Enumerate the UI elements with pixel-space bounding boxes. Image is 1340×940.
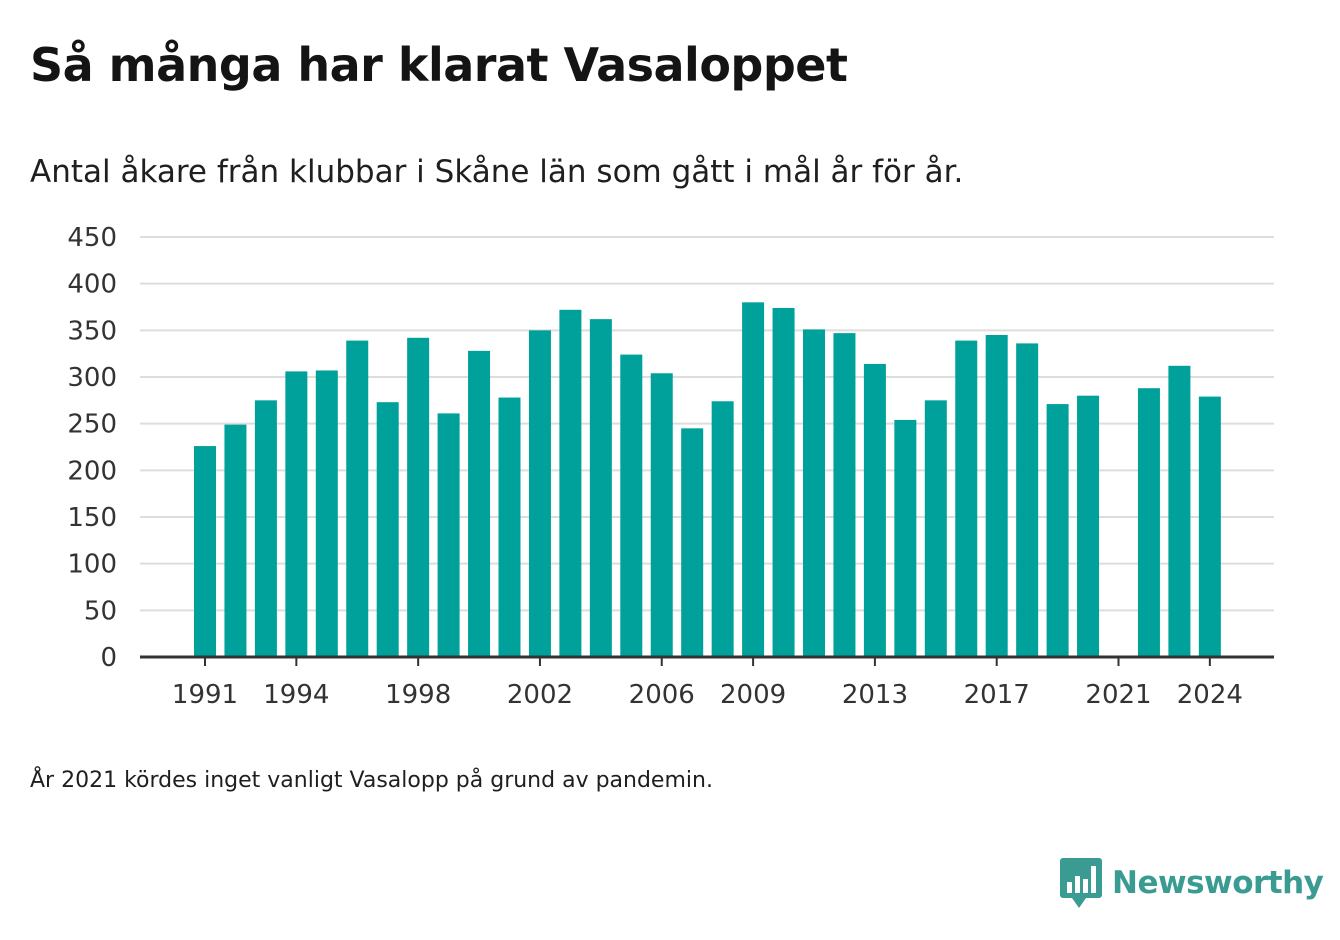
bar-1992 bbox=[224, 424, 247, 657]
bar-2000 bbox=[468, 350, 491, 657]
bar-2024 bbox=[1198, 396, 1221, 657]
bars bbox=[194, 302, 1221, 657]
chart-subtitle: Antal åkare från klubbar i Skåne län som… bbox=[30, 154, 964, 190]
x-tick-label: 1994 bbox=[263, 680, 329, 710]
axes: 0 50 100 150 200 250 300 350 400 450 1991 1994 1998 2… bbox=[67, 223, 1274, 710]
bar-1995 bbox=[315, 370, 338, 657]
bar-2015 bbox=[924, 400, 947, 657]
bar-2012 bbox=[833, 333, 856, 657]
bar-2019 bbox=[1046, 404, 1069, 657]
bar-2014 bbox=[894, 419, 917, 657]
x-tick-label: 2009 bbox=[720, 680, 786, 710]
bar-2016 bbox=[955, 340, 978, 657]
x-tick-label: 1998 bbox=[385, 680, 451, 710]
x-tick-label: 1991 bbox=[172, 680, 238, 710]
bar-2009 bbox=[742, 302, 765, 657]
brand-name: Newsworthy bbox=[1112, 865, 1324, 901]
y-tick-label: 250 bbox=[67, 410, 117, 440]
x-tick-label: 2021 bbox=[1085, 680, 1151, 710]
y-tick-label: 400 bbox=[67, 270, 117, 300]
y-tick-label: 100 bbox=[67, 550, 117, 580]
bar-2006 bbox=[650, 373, 673, 657]
bar-2010 bbox=[772, 307, 795, 657]
brand-logo: Newsworthy bbox=[1060, 858, 1324, 908]
bar-2007 bbox=[681, 428, 704, 657]
y-tick-label: 350 bbox=[67, 316, 117, 346]
chart-title: Så många har klarat Vasaloppet bbox=[30, 38, 848, 92]
y-tick-label: 150 bbox=[67, 503, 117, 533]
bar-2018 bbox=[1016, 343, 1039, 657]
x-tick-label: 2017 bbox=[964, 680, 1030, 710]
x-tick-label: 2024 bbox=[1177, 680, 1243, 710]
y-tick-label: 0 bbox=[100, 643, 117, 673]
y-tick-label: 300 bbox=[67, 363, 117, 393]
bar-2013 bbox=[863, 363, 886, 657]
bar-chart: 0 50 100 150 200 250 300 350 400 450 1991 1994 1998 2… bbox=[67, 223, 1274, 710]
x-tick-label: 2002 bbox=[507, 680, 573, 710]
bar-1991 bbox=[194, 446, 216, 657]
bar-2011 bbox=[803, 329, 825, 657]
bar-2020 bbox=[1077, 395, 1100, 657]
x-tick-label: 2006 bbox=[629, 680, 695, 710]
bar-2008 bbox=[711, 401, 734, 657]
bar-2023 bbox=[1168, 365, 1191, 657]
bar-2022 bbox=[1137, 388, 1160, 657]
bar-chart-speech-bubble-icon bbox=[1060, 858, 1102, 908]
gridlines bbox=[140, 236, 1274, 612]
bar-2001 bbox=[498, 397, 521, 657]
bar-2003 bbox=[559, 309, 582, 657]
bar-1999 bbox=[437, 413, 460, 657]
x-tick-label: 2013 bbox=[842, 680, 908, 710]
y-tick-label: 50 bbox=[84, 596, 117, 626]
bar-1996 bbox=[346, 340, 369, 657]
y-tick-label: 450 bbox=[67, 223, 117, 253]
footnote: År 2021 kördes inget vanligt Vasalopp på… bbox=[30, 768, 713, 793]
y-tick-label: 200 bbox=[67, 456, 117, 486]
bar-2002 bbox=[528, 330, 551, 657]
bar-2005 bbox=[620, 354, 643, 657]
bar-2004 bbox=[589, 319, 612, 657]
bar-1993 bbox=[254, 400, 277, 657]
bar-1994 bbox=[285, 371, 308, 657]
bar-2017 bbox=[985, 335, 1008, 657]
bar-1997 bbox=[376, 402, 399, 657]
bar-1998 bbox=[407, 337, 430, 657]
